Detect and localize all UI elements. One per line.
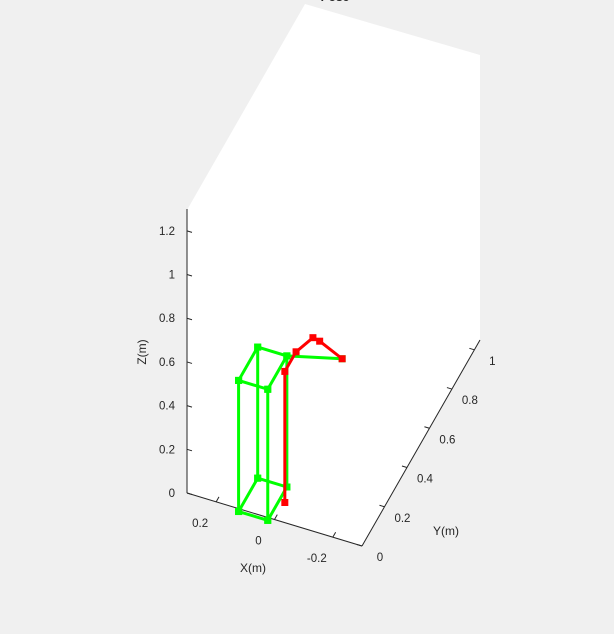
z-tick-label: 1 xyxy=(169,270,175,282)
z-tick xyxy=(186,317,193,321)
x-axis-label: X(m) xyxy=(240,561,266,575)
x-tick-label: 0.2 xyxy=(192,518,208,530)
x-tick-label: -0.2 xyxy=(307,553,327,565)
z-tick-label: 0.2 xyxy=(159,444,175,456)
z-tick xyxy=(186,492,193,495)
vertex-marker xyxy=(235,376,243,384)
z-tick-label: 0.4 xyxy=(159,401,176,413)
y-axis xyxy=(361,339,481,547)
vertex-marker xyxy=(281,367,289,375)
z-tick xyxy=(186,405,193,408)
y-tick xyxy=(424,426,430,429)
vertex-marker xyxy=(292,348,300,356)
z-tick xyxy=(186,274,193,277)
z-tick-label: 1.2 xyxy=(159,226,175,238)
z-axis-label: Z(m) xyxy=(135,339,149,364)
chart-title: Pose xyxy=(321,0,350,4)
axes-box xyxy=(187,4,480,546)
x-tick xyxy=(274,514,278,520)
z-tick-label: 0.8 xyxy=(159,313,175,325)
y-axis-label: Y(m) xyxy=(433,524,459,538)
y-tick-label: 0.8 xyxy=(462,395,478,407)
x-tick-label: 0 xyxy=(255,536,261,548)
vertex-marker xyxy=(338,355,346,363)
y-tick xyxy=(401,465,408,469)
z-tick-label: 0 xyxy=(169,488,175,500)
y-tick xyxy=(446,387,453,390)
plot-area: 0 0.2 0.4 0.6 0.8 1 1.2 -0.2 0 0.2 0 0.2 0.4 0.6 0.8 1 xyxy=(159,226,496,565)
z-tick-label: 0.6 xyxy=(159,357,175,369)
vertex-marker xyxy=(283,483,291,491)
vertex-marker xyxy=(264,516,272,524)
x-tick xyxy=(215,496,220,503)
vertex-marker xyxy=(264,385,272,393)
vertex-marker xyxy=(254,343,262,351)
vertex-marker xyxy=(283,352,291,360)
z-tick xyxy=(186,230,193,233)
vertex-marker xyxy=(235,508,243,516)
y-tick-label: 0.4 xyxy=(417,474,434,486)
vertex-marker xyxy=(254,474,262,482)
line-piece xyxy=(286,354,343,361)
y-tick-label: 0.6 xyxy=(439,434,455,446)
z-tick xyxy=(186,448,193,452)
y-tick-label: 0 xyxy=(377,552,383,564)
vertex-marker xyxy=(281,498,289,506)
y-tick xyxy=(379,504,385,508)
y-tick xyxy=(356,544,363,547)
x-tick xyxy=(332,532,337,538)
y-tick-label: 0.2 xyxy=(394,513,410,525)
vertex-marker xyxy=(309,334,317,342)
y-tick-label: 1 xyxy=(489,356,495,368)
line-piece xyxy=(283,335,344,503)
y-tick xyxy=(469,347,475,351)
vertex-marker xyxy=(316,337,324,345)
z-tick xyxy=(186,361,193,364)
